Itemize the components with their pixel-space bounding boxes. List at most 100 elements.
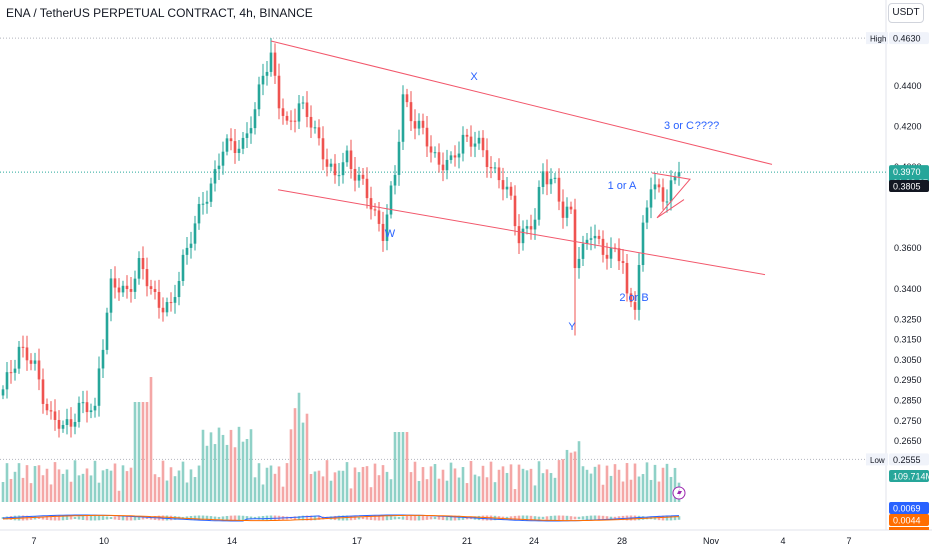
volume-bar <box>461 467 465 502</box>
candle-body <box>341 162 345 176</box>
volume-bar <box>305 413 309 502</box>
macd-histogram-bar <box>37 516 41 520</box>
volume-bar <box>669 476 673 502</box>
volume-bar <box>441 469 445 502</box>
macd-histogram-bar <box>133 515 137 521</box>
volume-bar <box>413 461 417 502</box>
candle-body <box>513 195 517 227</box>
macd-histogram-bar <box>97 515 101 521</box>
candle-body <box>553 177 557 179</box>
candle-body <box>597 235 601 239</box>
volume-bar <box>309 474 313 502</box>
macd-histogram-bar <box>393 516 397 520</box>
candle-body <box>585 239 589 244</box>
candle-body <box>617 248 621 262</box>
volume-bar <box>337 470 341 502</box>
volume-bar <box>229 429 233 502</box>
candle-body <box>637 265 641 310</box>
volume-bar <box>653 464 657 502</box>
candle-body <box>581 243 585 259</box>
high-tag: High <box>870 35 886 44</box>
macd-histogram-bar <box>201 515 205 521</box>
candle-body <box>537 186 541 220</box>
macd-histogram-bar <box>365 516 369 520</box>
macd-histogram-bar <box>509 516 513 520</box>
volume-bar <box>429 466 433 502</box>
macd-histogram-bar <box>661 515 665 521</box>
candle-body <box>497 167 501 181</box>
wave-label-w: W <box>385 228 396 240</box>
candle-body <box>217 165 221 170</box>
candle-body <box>529 226 533 230</box>
candle-body <box>213 169 217 184</box>
volume-bar <box>121 465 125 502</box>
macd-histogram-bar <box>301 515 305 521</box>
volume-bar <box>261 484 265 502</box>
candle-body <box>321 138 325 160</box>
price-tick-label: 0.4200 <box>894 121 922 131</box>
price-axis[interactable]: 0.44000.42000.40000.36000.34000.32500.31… <box>866 32 932 531</box>
macd-histogram-bar <box>385 515 389 521</box>
volume-bar <box>181 461 185 502</box>
volume-bar <box>625 463 629 502</box>
time-tick-label: 4 <box>780 536 785 546</box>
candle-body <box>297 103 301 122</box>
candle-body <box>589 238 593 240</box>
candle-body <box>469 136 473 147</box>
candle-body <box>509 186 513 196</box>
volume-bar <box>605 465 609 502</box>
volume-bar <box>269 465 273 502</box>
volume-badge-bg <box>889 470 929 482</box>
volume-bar <box>281 486 285 502</box>
volume-bar <box>329 480 333 502</box>
time-tick-label: 24 <box>529 536 539 546</box>
candle-body <box>409 102 413 122</box>
volume-bar <box>417 480 421 502</box>
candle-body <box>437 152 441 165</box>
candle-body <box>377 210 381 224</box>
candle-body <box>517 226 521 244</box>
macd-histogram-bar <box>561 515 565 521</box>
candle-body <box>141 258 145 270</box>
macd-histogram-bar <box>589 515 593 521</box>
volume-bar <box>509 464 513 502</box>
volume-bar <box>657 481 661 502</box>
candle-body <box>365 178 369 199</box>
time-tick-label: 21 <box>462 536 472 546</box>
candle-body <box>465 134 469 137</box>
macd-histogram-bar <box>369 515 373 521</box>
candle-body <box>301 102 305 104</box>
volume-bar <box>341 470 345 502</box>
macd-badge: 0.0069 <box>893 504 921 514</box>
volume-bar <box>401 432 405 502</box>
candle-body <box>77 402 81 422</box>
volume-bar <box>409 472 413 502</box>
macd-histogram-bar <box>353 516 357 520</box>
macd-histogram-bar <box>245 516 249 520</box>
time-axis[interactable]: 7 10 14 17 21 24 28 Nov 4 7 <box>31 536 851 546</box>
candle-body <box>253 109 257 129</box>
volume-bar <box>5 463 9 502</box>
macd-histogram-bar <box>581 516 585 520</box>
time-tick-label: 7 <box>31 536 36 546</box>
volume-bar <box>541 473 545 502</box>
volume-bar <box>33 466 37 502</box>
volume-bar <box>573 451 577 502</box>
volume-bar <box>325 460 329 502</box>
low-tag-bg <box>866 453 888 466</box>
wave-label-3-or-c: 3 or C <box>664 120 694 132</box>
lightning-icon-bolt <box>677 488 682 498</box>
volume-bar <box>321 476 325 502</box>
candle-body <box>205 201 209 204</box>
volume-bar <box>273 473 277 502</box>
macd-histogram-bar <box>405 515 409 521</box>
volume-bar <box>621 481 625 502</box>
wave-annotations: X W Y 1 or A 2 or B 3 or C???? <box>385 71 719 500</box>
macd-histogram-bar <box>573 516 577 520</box>
candle-body <box>337 175 341 177</box>
currency-button[interactable]: USDT <box>888 3 924 23</box>
volume-bar <box>193 477 197 502</box>
candle-body <box>665 201 669 203</box>
high-price-badge-bg <box>889 32 929 45</box>
